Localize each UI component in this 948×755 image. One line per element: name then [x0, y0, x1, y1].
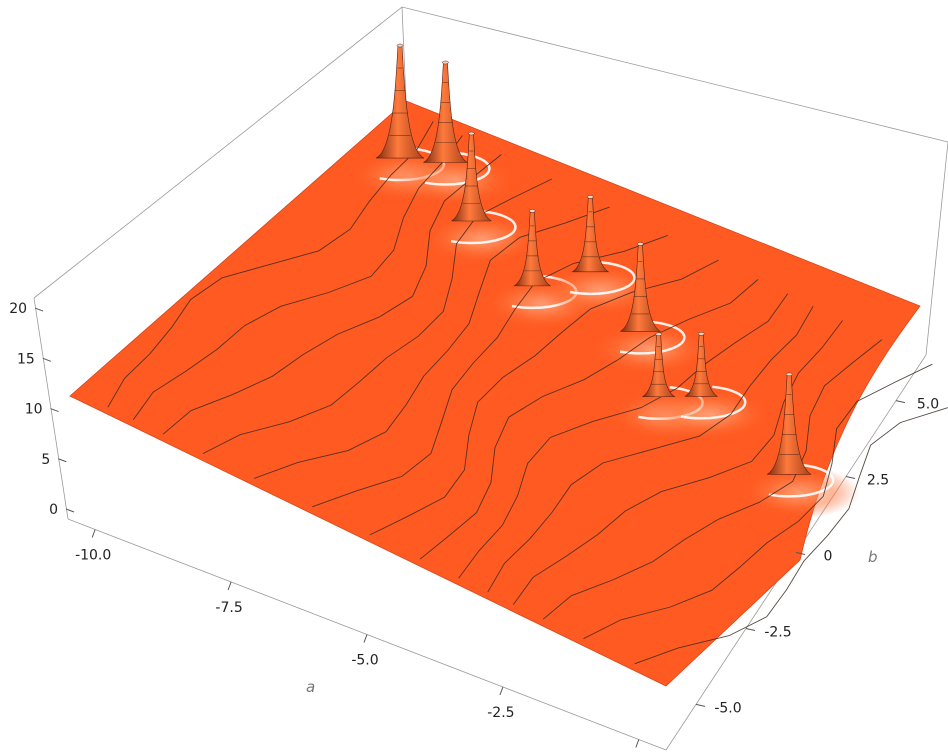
- peak-highlight: [651, 388, 772, 441]
- y-tick-label: -2.5: [764, 624, 791, 640]
- surface-peaks: [375, 43, 812, 475]
- y-tick: [845, 476, 856, 480]
- x-tick: [635, 739, 640, 748]
- z-tick-label: 0: [49, 502, 58, 518]
- surface: [69, 43, 948, 687]
- peak-tip: [637, 242, 644, 246]
- z-tick: [50, 408, 59, 413]
- peak-highlight: [739, 466, 860, 519]
- x-axis-label: a: [306, 678, 315, 696]
- contour-line: [107, 121, 434, 408]
- contour-line: [583, 363, 933, 640]
- x-tick: [91, 529, 96, 538]
- x-tick: [227, 581, 232, 591]
- peak-tip: [529, 209, 536, 213]
- y-axis: -5.0 -2.5 0 2.5 5.0: [695, 397, 939, 716]
- peak-rim: [595, 320, 686, 355]
- peak-rim: [655, 385, 747, 420]
- peak-rim: [545, 260, 636, 296]
- x-tick-label: -7.5: [215, 600, 242, 616]
- y-tick-label: 5.0: [917, 397, 939, 413]
- contour-line: [369, 259, 719, 536]
- x-tick: [363, 634, 368, 643]
- z-tick: [58, 458, 67, 463]
- z-tick-label: 5: [41, 452, 50, 468]
- z-tick-label: 20: [9, 301, 27, 317]
- peak-tip: [468, 131, 475, 136]
- y-tick-label: 2.5: [867, 473, 889, 489]
- y-tick-label: -5.0: [714, 700, 741, 716]
- peak-tip: [587, 195, 594, 199]
- x-tick-label: -10.0: [75, 548, 111, 564]
- contour-lines: [107, 121, 948, 665]
- contour-line: [419, 279, 759, 560]
- z-tick: [42, 357, 51, 362]
- z-tick: [34, 307, 44, 312]
- peak-rim: [400, 151, 491, 186]
- z-axis: 0 5 10 15 20: [9, 301, 75, 518]
- contour-line: [487, 305, 814, 593]
- x-tick-label: -5.0: [351, 653, 378, 669]
- surface-features: [349, 146, 860, 519]
- contour-line: [512, 320, 843, 605]
- x-tick: [499, 686, 504, 696]
- x-tick-label: -2.5: [487, 705, 514, 721]
- peak-rim: [426, 209, 517, 245]
- y-tick: [795, 552, 806, 555]
- peak-highlight: [590, 323, 711, 376]
- contour-line: [162, 154, 502, 435]
- peak-tip: [697, 332, 705, 336]
- contour-line: [132, 135, 463, 420]
- z-tick: [65, 508, 75, 513]
- y-tick: [745, 627, 756, 631]
- peak-tip: [785, 372, 793, 377]
- contour-line: [542, 339, 883, 620]
- peak-highlight: [421, 213, 542, 266]
- y-tick-label: 0: [824, 549, 833, 565]
- z-tick-label: 10: [25, 402, 43, 418]
- z-tick-label: 15: [17, 351, 35, 367]
- contour-line: [312, 234, 668, 508]
- x-axis: -10.0-7.5-5.0-2.50: [75, 529, 640, 748]
- contour-line: [253, 206, 610, 479]
- peak-tip: [396, 43, 404, 48]
- peak-tip: [442, 60, 449, 65]
- y-tick: [895, 400, 906, 404]
- contour-line: [634, 407, 948, 665]
- y-tick: [695, 703, 706, 707]
- contour-line: [458, 293, 789, 579]
- y-axis-label: b: [868, 548, 878, 566]
- peak-tip: [655, 332, 662, 336]
- surface-plane: [69, 100, 921, 687]
- peak-highlight: [540, 263, 661, 316]
- peak-rim: [743, 463, 835, 498]
